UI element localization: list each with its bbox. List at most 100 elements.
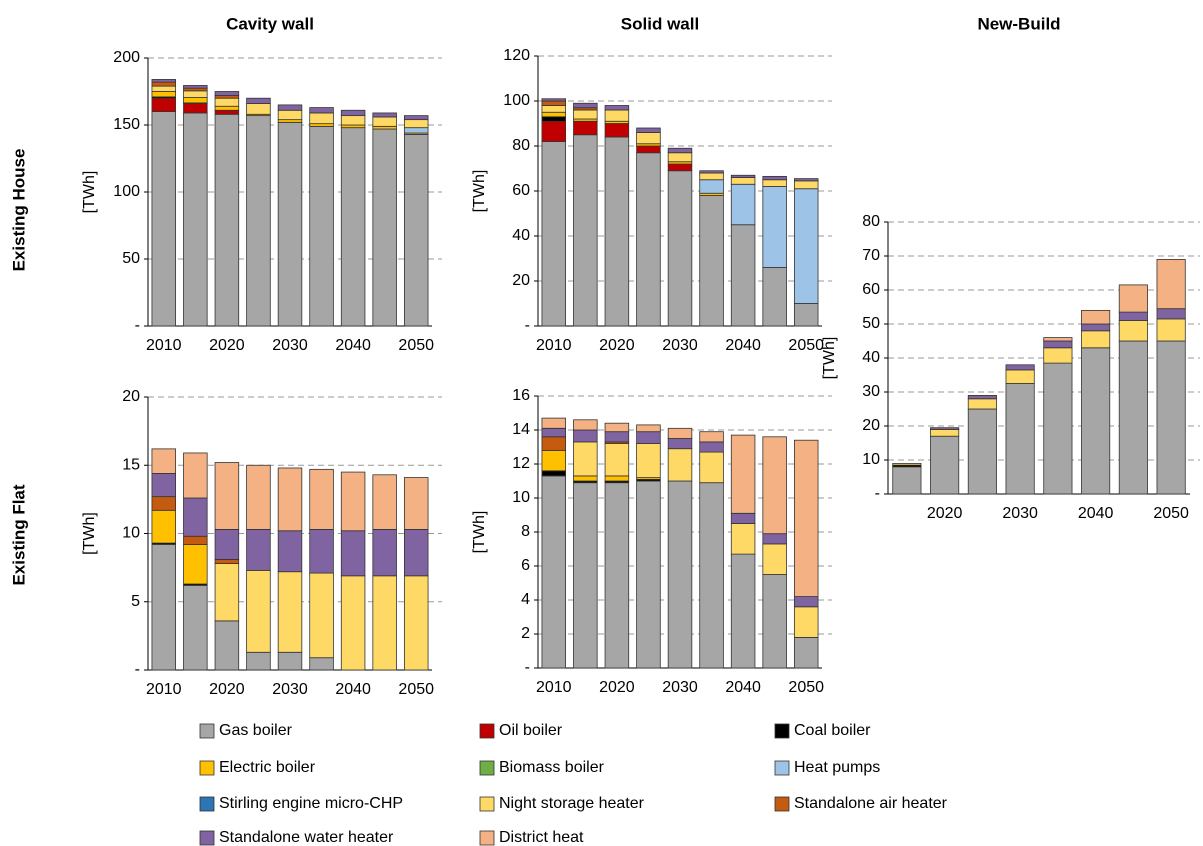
bar-segment: [967, 408, 997, 495]
bar-segment: [183, 112, 208, 327]
bar-segment: [372, 112, 397, 118]
bar-segment: [214, 563, 240, 622]
bar-segment: [151, 509, 177, 544]
x-tick-label: 2040: [1078, 505, 1114, 522]
bar-segment: [793, 188, 819, 304]
bar-segment: [573, 482, 598, 669]
y-tick-label: 70: [862, 247, 880, 264]
bar-segment: [372, 125, 397, 130]
bar-segment: [246, 569, 271, 653]
bar-segment: [604, 422, 630, 433]
y-tick-label: 80: [862, 213, 880, 230]
y-axis-label: [TWh]: [81, 171, 98, 214]
bar-segment: [636, 424, 661, 433]
bar-segment: [541, 449, 567, 472]
legend-label: District heat: [499, 829, 584, 846]
bar-segment: [277, 121, 303, 327]
bar-segment: [930, 435, 960, 495]
bar-segment: [340, 115, 366, 126]
bar-segment: [541, 427, 567, 438]
bar-segment: [1043, 362, 1073, 495]
bar-segment: [636, 145, 661, 154]
bar-segment: [309, 125, 334, 327]
bar-segment: [1043, 337, 1073, 342]
bar-segment: [183, 584, 208, 671]
row-label: Existing Flat: [9, 484, 28, 585]
x-tick-label: 2020: [599, 337, 635, 354]
bar-segment: [214, 113, 240, 327]
bar-segment: [573, 475, 598, 482]
bar-segment: [730, 523, 756, 555]
bar-segment: [1156, 318, 1186, 342]
bar-segment: [214, 109, 240, 115]
bar-segment: [541, 105, 567, 113]
bar-segment: [309, 107, 334, 114]
bar-segment: [151, 473, 177, 498]
x-tick-label: 2050: [398, 681, 434, 698]
bar-segment: [730, 553, 756, 669]
bar-segment: [151, 496, 177, 511]
bar-segment: [151, 81, 177, 87]
bar-segment: [636, 132, 661, 145]
bar-segment: [573, 102, 598, 109]
y-tick-label: 5: [131, 593, 140, 610]
y-tick-label: 6: [521, 557, 530, 574]
bar-segment: [699, 170, 724, 174]
bar-segment: [246, 529, 271, 571]
bar-segment: [762, 574, 787, 669]
legend-swatch: [199, 723, 215, 739]
bar-segment: [1043, 340, 1073, 349]
bar-segment: [277, 651, 303, 671]
x-tick-label: 2040: [725, 679, 761, 696]
bar-segment: [403, 115, 429, 121]
x-tick-label: 2010: [536, 679, 572, 696]
bar-segment: [699, 195, 724, 327]
bar-segment: [183, 103, 208, 114]
x-tick-label: 2030: [662, 337, 698, 354]
x-tick-label: 2040: [335, 681, 371, 698]
bar-segment: [372, 575, 397, 671]
bar-segment: [967, 398, 997, 410]
bar-segment: [214, 91, 240, 96]
bar-segment: [277, 119, 303, 123]
y-tick-label: 4: [521, 591, 530, 608]
y-tick-label: 200: [113, 49, 140, 66]
x-tick-label: 2010: [146, 681, 182, 698]
bar-segment: [183, 90, 208, 98]
bar-segment: [214, 97, 240, 107]
y-tick-label: 14: [512, 421, 530, 438]
bar-segment: [183, 452, 208, 499]
bar-segment: [151, 448, 177, 474]
bar-segment: [277, 104, 303, 111]
bar-segment: [277, 571, 303, 653]
y-tick-label: 10: [512, 489, 530, 506]
x-tick-label: 2050: [788, 337, 824, 354]
bar-segment: [541, 111, 567, 118]
y-tick-label: 60: [512, 182, 530, 199]
bar-segment: [636, 443, 661, 479]
bar-segment: [403, 529, 429, 577]
bar-segment: [403, 575, 429, 671]
bar-segment: [1081, 323, 1111, 332]
row-label: Existing House: [9, 149, 28, 272]
bar-segment: [730, 512, 756, 524]
bar-segment: [667, 480, 693, 669]
bar-segment: [183, 497, 208, 537]
bar-segment: [699, 431, 724, 443]
bar-segment: [151, 111, 177, 327]
bar-segment: [541, 417, 567, 429]
bar-segment: [892, 466, 922, 495]
legend-label: Coal boiler: [794, 722, 871, 739]
y-tick-label: 8: [521, 523, 530, 540]
bar-segment: [604, 443, 630, 477]
x-tick-label: 2010: [536, 337, 572, 354]
bar-segment: [604, 105, 630, 111]
legend-swatch: [774, 760, 790, 776]
bar-segment: [246, 651, 271, 671]
bar-segment: [793, 303, 819, 327]
bar-segment: [1118, 320, 1148, 342]
y-tick-label: 120: [503, 47, 530, 64]
legend-swatch: [479, 830, 495, 846]
x-tick-label: 2050: [788, 679, 824, 696]
